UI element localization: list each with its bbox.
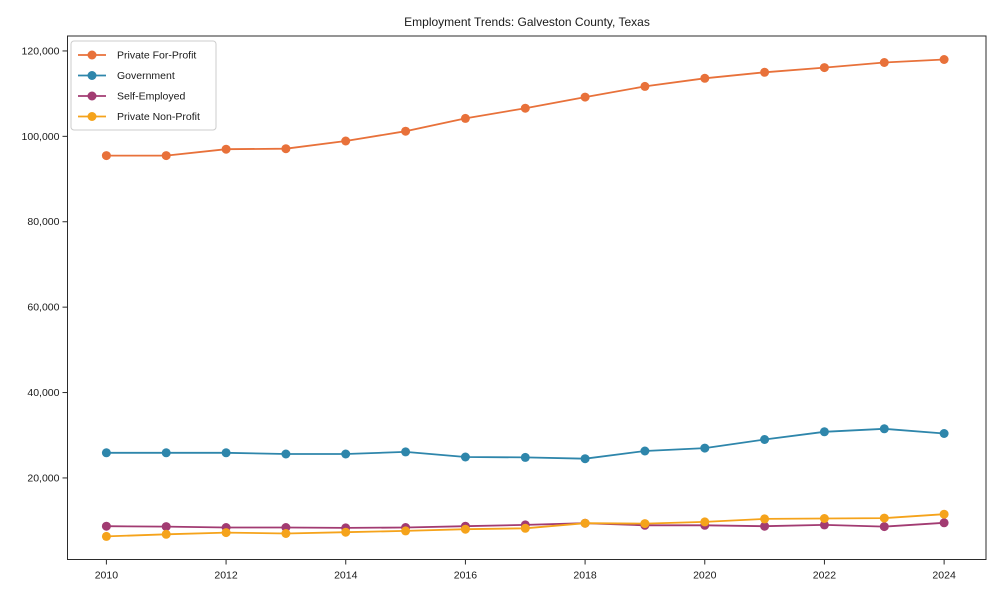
data-point-government-2012 [221, 448, 231, 458]
legend-marker [87, 112, 97, 121]
data-point-private-non-profit-2014 [341, 527, 351, 537]
data-point-self-employed-2024 [939, 518, 949, 528]
legend-marker [87, 50, 97, 60]
y-tick-label: 100,000 [22, 131, 60, 143]
y-tick-label: 60,000 [27, 302, 59, 314]
data-point-self-employed-2010 [101, 521, 111, 531]
data-point-government-2024 [939, 429, 949, 438]
legend-marker [87, 71, 97, 80]
data-point-government-2017 [520, 452, 530, 462]
y-tick-label: 20,000 [27, 472, 59, 484]
data-point-private-non-profit-2011 [161, 529, 171, 539]
data-point-private-non-profit-2015 [401, 526, 411, 536]
x-tick-label: 2018 [573, 570, 597, 582]
x-tick-label: 2024 [932, 570, 956, 582]
data-point-private-non-profit-2013 [281, 529, 291, 538]
data-point-private-for-profit-2011 [161, 151, 171, 161]
series-private-non-profit [101, 509, 949, 541]
data-point-private-non-profit-2017 [520, 523, 530, 533]
data-point-government-2022 [819, 427, 829, 437]
data-point-government-2020 [700, 443, 710, 453]
legend-item-self-employed: Self-Employed [78, 91, 185, 103]
data-point-private-for-profit-2012 [221, 144, 231, 154]
legend-item-private-for-profit: Private For-Profit [78, 50, 196, 62]
legend: Private For-Profit Government Self-Employe… [70, 40, 217, 131]
data-point-self-employed-2021 [760, 521, 770, 531]
data-point-self-employed-2022 [819, 520, 829, 530]
data-point-private-for-profit-2018 [580, 92, 590, 102]
data-point-government-2013 [281, 449, 291, 459]
data-point-private-for-profit-2023 [879, 58, 889, 67]
data-point-private-for-profit-2016 [460, 113, 470, 123]
data-point-private-for-profit-2020 [700, 73, 710, 83]
series-government [101, 424, 949, 464]
data-point-government-2014 [341, 449, 351, 459]
data-point-private-non-profit-2019 [640, 519, 650, 529]
data-point-private-for-profit-2015 [401, 126, 411, 136]
data-point-private-for-profit-2017 [520, 103, 530, 113]
data-point-private-for-profit-2010 [101, 151, 111, 161]
x-tick-label: 2012 [214, 570, 238, 582]
series-private-for-profit [101, 55, 949, 161]
data-point-government-2019 [640, 446, 650, 456]
data-point-private-non-profit-2012 [221, 528, 231, 538]
plot-frame [67, 35, 987, 560]
data-point-private-non-profit-2016 [460, 524, 470, 534]
x-tick-label: 2022 [813, 570, 837, 582]
data-point-private-for-profit-2021 [760, 67, 770, 77]
data-point-private-for-profit-2013 [281, 144, 291, 154]
x-tick-label: 2020 [693, 570, 717, 582]
data-point-private-for-profit-2022 [819, 63, 829, 73]
data-point-self-employed-2023 [879, 522, 889, 532]
data-point-government-2016 [460, 452, 470, 462]
legend-marker [87, 91, 97, 101]
data-point-government-2015 [401, 447, 411, 457]
y-tick-label: 80,000 [27, 216, 59, 228]
legend-item-label: Self-Employed [117, 91, 185, 103]
legend-box [70, 40, 217, 131]
data-point-private-non-profit-2020 [700, 517, 710, 527]
legend-item-label: Private For-Profit [117, 50, 196, 62]
legend-item-private-non-profit: Private Non-Profit [78, 111, 200, 123]
data-point-government-2011 [161, 448, 171, 458]
legend-item-government: Government [78, 70, 175, 82]
chart-title: Employment Trends: Galveston County, Tex… [404, 15, 650, 29]
data-point-self-employed-2011 [161, 522, 171, 532]
data-point-private-non-profit-2010 [101, 531, 111, 541]
data-point-government-2018 [580, 454, 590, 464]
y-tick-label: 120,000 [22, 45, 60, 57]
x-tick-label: 2010 [95, 570, 119, 582]
data-point-government-2010 [101, 448, 111, 458]
x-tick-label: 2016 [454, 570, 478, 582]
plot-area: 20,000 40,000 60,000 80,000 100,000 120,000 20… [22, 35, 987, 582]
data-point-government-2023 [879, 424, 889, 434]
data-point-private-non-profit-2018 [580, 518, 590, 528]
data-point-private-for-profit-2024 [939, 55, 949, 64]
data-point-private-non-profit-2024 [939, 509, 949, 519]
data-point-private-for-profit-2014 [341, 136, 351, 146]
legend-item-label: Government [117, 70, 175, 82]
data-point-private-non-profit-2022 [819, 514, 829, 523]
y-tick-label: 40,000 [27, 387, 59, 399]
data-point-private-non-profit-2023 [879, 513, 889, 523]
data-point-private-for-profit-2019 [640, 81, 650, 91]
legend-item-label: Private Non-Profit [117, 111, 200, 123]
data-point-government-2021 [760, 435, 770, 444]
x-tick-label: 2014 [334, 570, 358, 582]
data-point-private-non-profit-2021 [760, 514, 770, 524]
